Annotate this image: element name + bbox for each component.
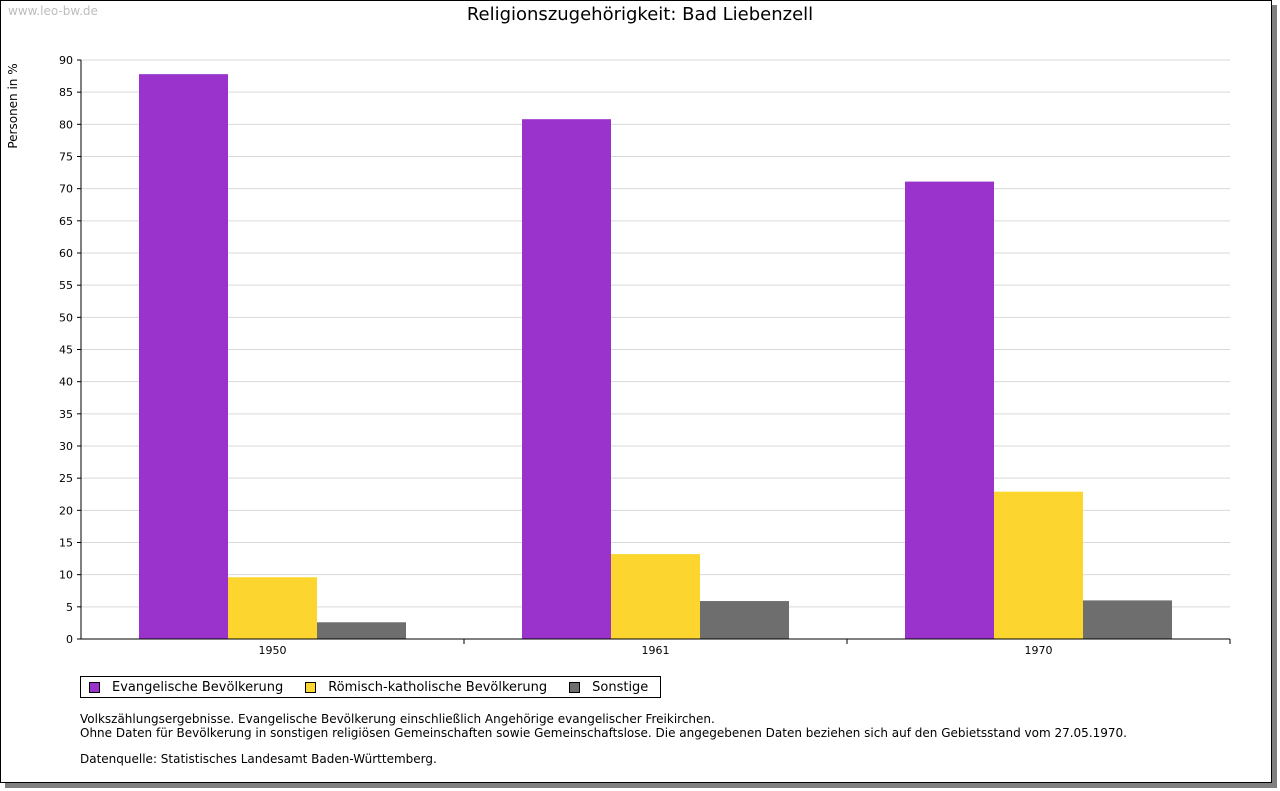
y-tick-label-20: 20: [59, 504, 73, 517]
bar-1970-katholisch: [994, 491, 1083, 639]
y-tick-label-50: 50: [59, 311, 73, 324]
legend-item-katholisch: Römisch-katholische Bevölkerung: [305, 680, 547, 695]
y-tick-label-10: 10: [59, 569, 73, 582]
y-tick-label-0: 0: [66, 633, 73, 646]
y-tick-label-30: 30: [59, 440, 73, 453]
bar-1950-evangelisch: [139, 74, 228, 640]
y-tick-label-40: 40: [59, 376, 73, 389]
y-tick-label-35: 35: [59, 408, 73, 421]
y-tick-label-70: 70: [59, 183, 73, 196]
bar-1970-sonstige: [1083, 600, 1172, 639]
bar-1970-evangelisch: [905, 181, 994, 639]
x-tick-label-1970: 1970: [1025, 644, 1053, 657]
bar-1961-katholisch: [611, 554, 700, 639]
bar-1961-sonstige: [700, 601, 789, 639]
legend-item-sonstige: Sonstige: [569, 680, 648, 695]
bar-chart: 0 5 10 15 20 25 30 35 40 45 50 55 60 65 70 75 80 85 90 1950…: [59, 54, 1231, 657]
legend-label-sonstige: Sonstige: [592, 679, 649, 695]
y-tick-label-75: 75: [59, 151, 73, 164]
legend-item-evangelisch: Evangelische Bevölkerung: [89, 680, 283, 695]
data-source: Datenquelle: Statistisches Landesamt Bad…: [80, 752, 437, 766]
legend-swatch-evangelisch: [89, 681, 100, 693]
y-tick-label-55: 55: [59, 279, 73, 292]
footnotes: Volkszählungsergebnisse. Evangelische Be…: [80, 712, 1127, 766]
footnote-line-2: Ohne Daten für Bevölkerung in sonstigen …: [80, 726, 1127, 740]
y-tick-label-65: 65: [59, 215, 73, 228]
y-tick-label-60: 60: [59, 247, 73, 260]
y-tick-label-15: 15: [59, 537, 73, 550]
footnote-line-1: Volkszählungsergebnisse. Evangelische Be…: [80, 712, 715, 726]
y-tick-label-85: 85: [59, 86, 73, 99]
chart-title: Religionszugehörigkeit: Bad Liebenzell: [466, 4, 814, 25]
x-tick-label-1961: 1961: [642, 644, 670, 657]
legend: Evangelische Bevölkerung Römisch-katholi…: [80, 676, 662, 698]
bar-1950-katholisch: [228, 577, 317, 639]
y-tick-label-25: 25: [59, 472, 73, 485]
y-tick-label-80: 80: [59, 118, 73, 131]
watermark: www.leo-bw.de: [8, 4, 98, 18]
legend-swatch-katholisch: [305, 681, 317, 693]
bar-1950-sonstige: [317, 622, 406, 639]
legend-swatch-sonstige: [569, 681, 581, 693]
legend-label-katholisch: Römisch-katholische Bevölkerung: [328, 679, 548, 695]
y-tick-label-90: 90: [59, 54, 73, 67]
bar-1961-evangelisch: [522, 119, 611, 640]
legend-label-evangelisch: Evangelische Bevölkerung: [112, 679, 284, 695]
x-tick-label-1950: 1950: [259, 644, 287, 657]
y-tick-label-45: 45: [59, 344, 73, 357]
y-tick-label-5: 5: [66, 601, 73, 614]
